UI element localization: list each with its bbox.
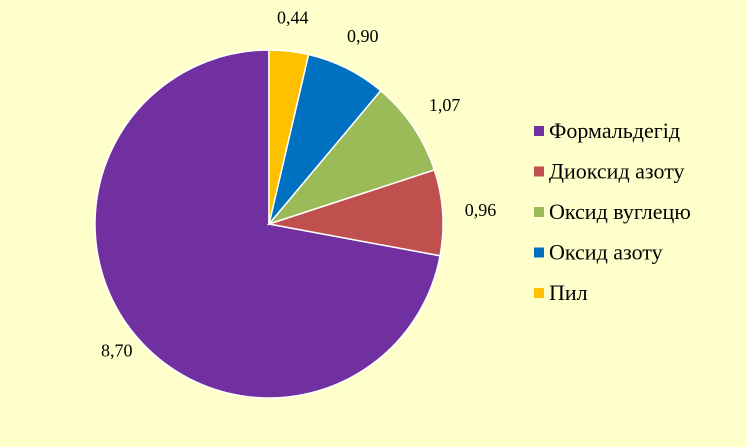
legend-swatch [534,247,544,258]
data-label: 8,70 [101,341,133,361]
data-label: 0,44 [277,7,309,27]
pie-slice [94,49,441,399]
data-labels: 8,70 0,96 1,07 0,90 0,44 [101,7,496,360]
legend-swatch [534,288,544,298]
legend-label: Оксид азоту [549,240,663,265]
legend-label: Диоксид азоту [549,159,685,184]
data-label: 0,96 [465,200,497,220]
data-label: 0,90 [347,26,379,46]
pie-slice [268,49,310,225]
legend-swatch [534,207,544,217]
legend-label: Формальдегід [549,118,680,143]
legend-label: Пил [549,280,588,305]
legend-swatch [534,166,544,177]
data-label: 1,07 [429,95,461,115]
pie-slice [266,89,436,226]
pie-slices [94,49,444,399]
legend: Формальдегід Диоксид азоту Оксид вуглецю Ок… [534,118,691,305]
legend-label: Оксид вуглецю [549,199,691,224]
legend-swatch [534,126,544,136]
